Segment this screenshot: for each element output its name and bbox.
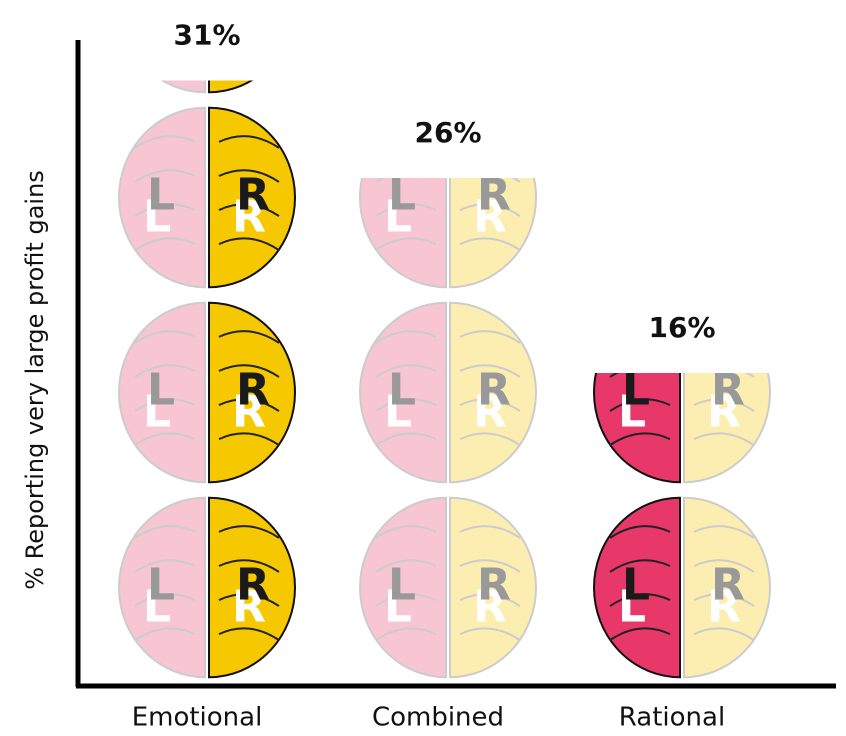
chart: % Reporting very large profit gains LLRR… <box>0 0 846 736</box>
value-label: 31% <box>173 19 240 52</box>
icon-letter: L <box>388 365 416 416</box>
icon-letter-shadow: L <box>143 0 171 48</box>
icon-letter: R <box>477 560 511 611</box>
icon-letter: L <box>147 365 175 416</box>
value-label: 26% <box>414 116 481 149</box>
value-label: 16% <box>648 311 715 344</box>
icon-letter: L <box>388 170 416 221</box>
x-tick-label: Rational <box>619 703 725 733</box>
icon-letter: R <box>236 365 270 416</box>
x-tick-label: Emotional <box>132 703 263 733</box>
icon-letter: L <box>622 560 650 611</box>
icon-letter: R <box>711 560 745 611</box>
icon-letter: L <box>147 560 175 611</box>
icon-letter: L <box>622 365 650 416</box>
icon-letter: L <box>388 560 416 611</box>
icon-letter: R <box>236 0 270 26</box>
icon-letter: R <box>477 170 511 221</box>
icon-letter: R <box>236 560 270 611</box>
icon-letter: L <box>147 170 175 221</box>
y-axis-label: % Reporting very large profit gains <box>21 170 49 590</box>
icon-letter: L <box>147 0 175 26</box>
icon-letter: R <box>477 365 511 416</box>
icon-letter: R <box>711 365 745 416</box>
icon-letter: R <box>236 170 270 221</box>
x-tick-label: Combined <box>372 703 504 733</box>
